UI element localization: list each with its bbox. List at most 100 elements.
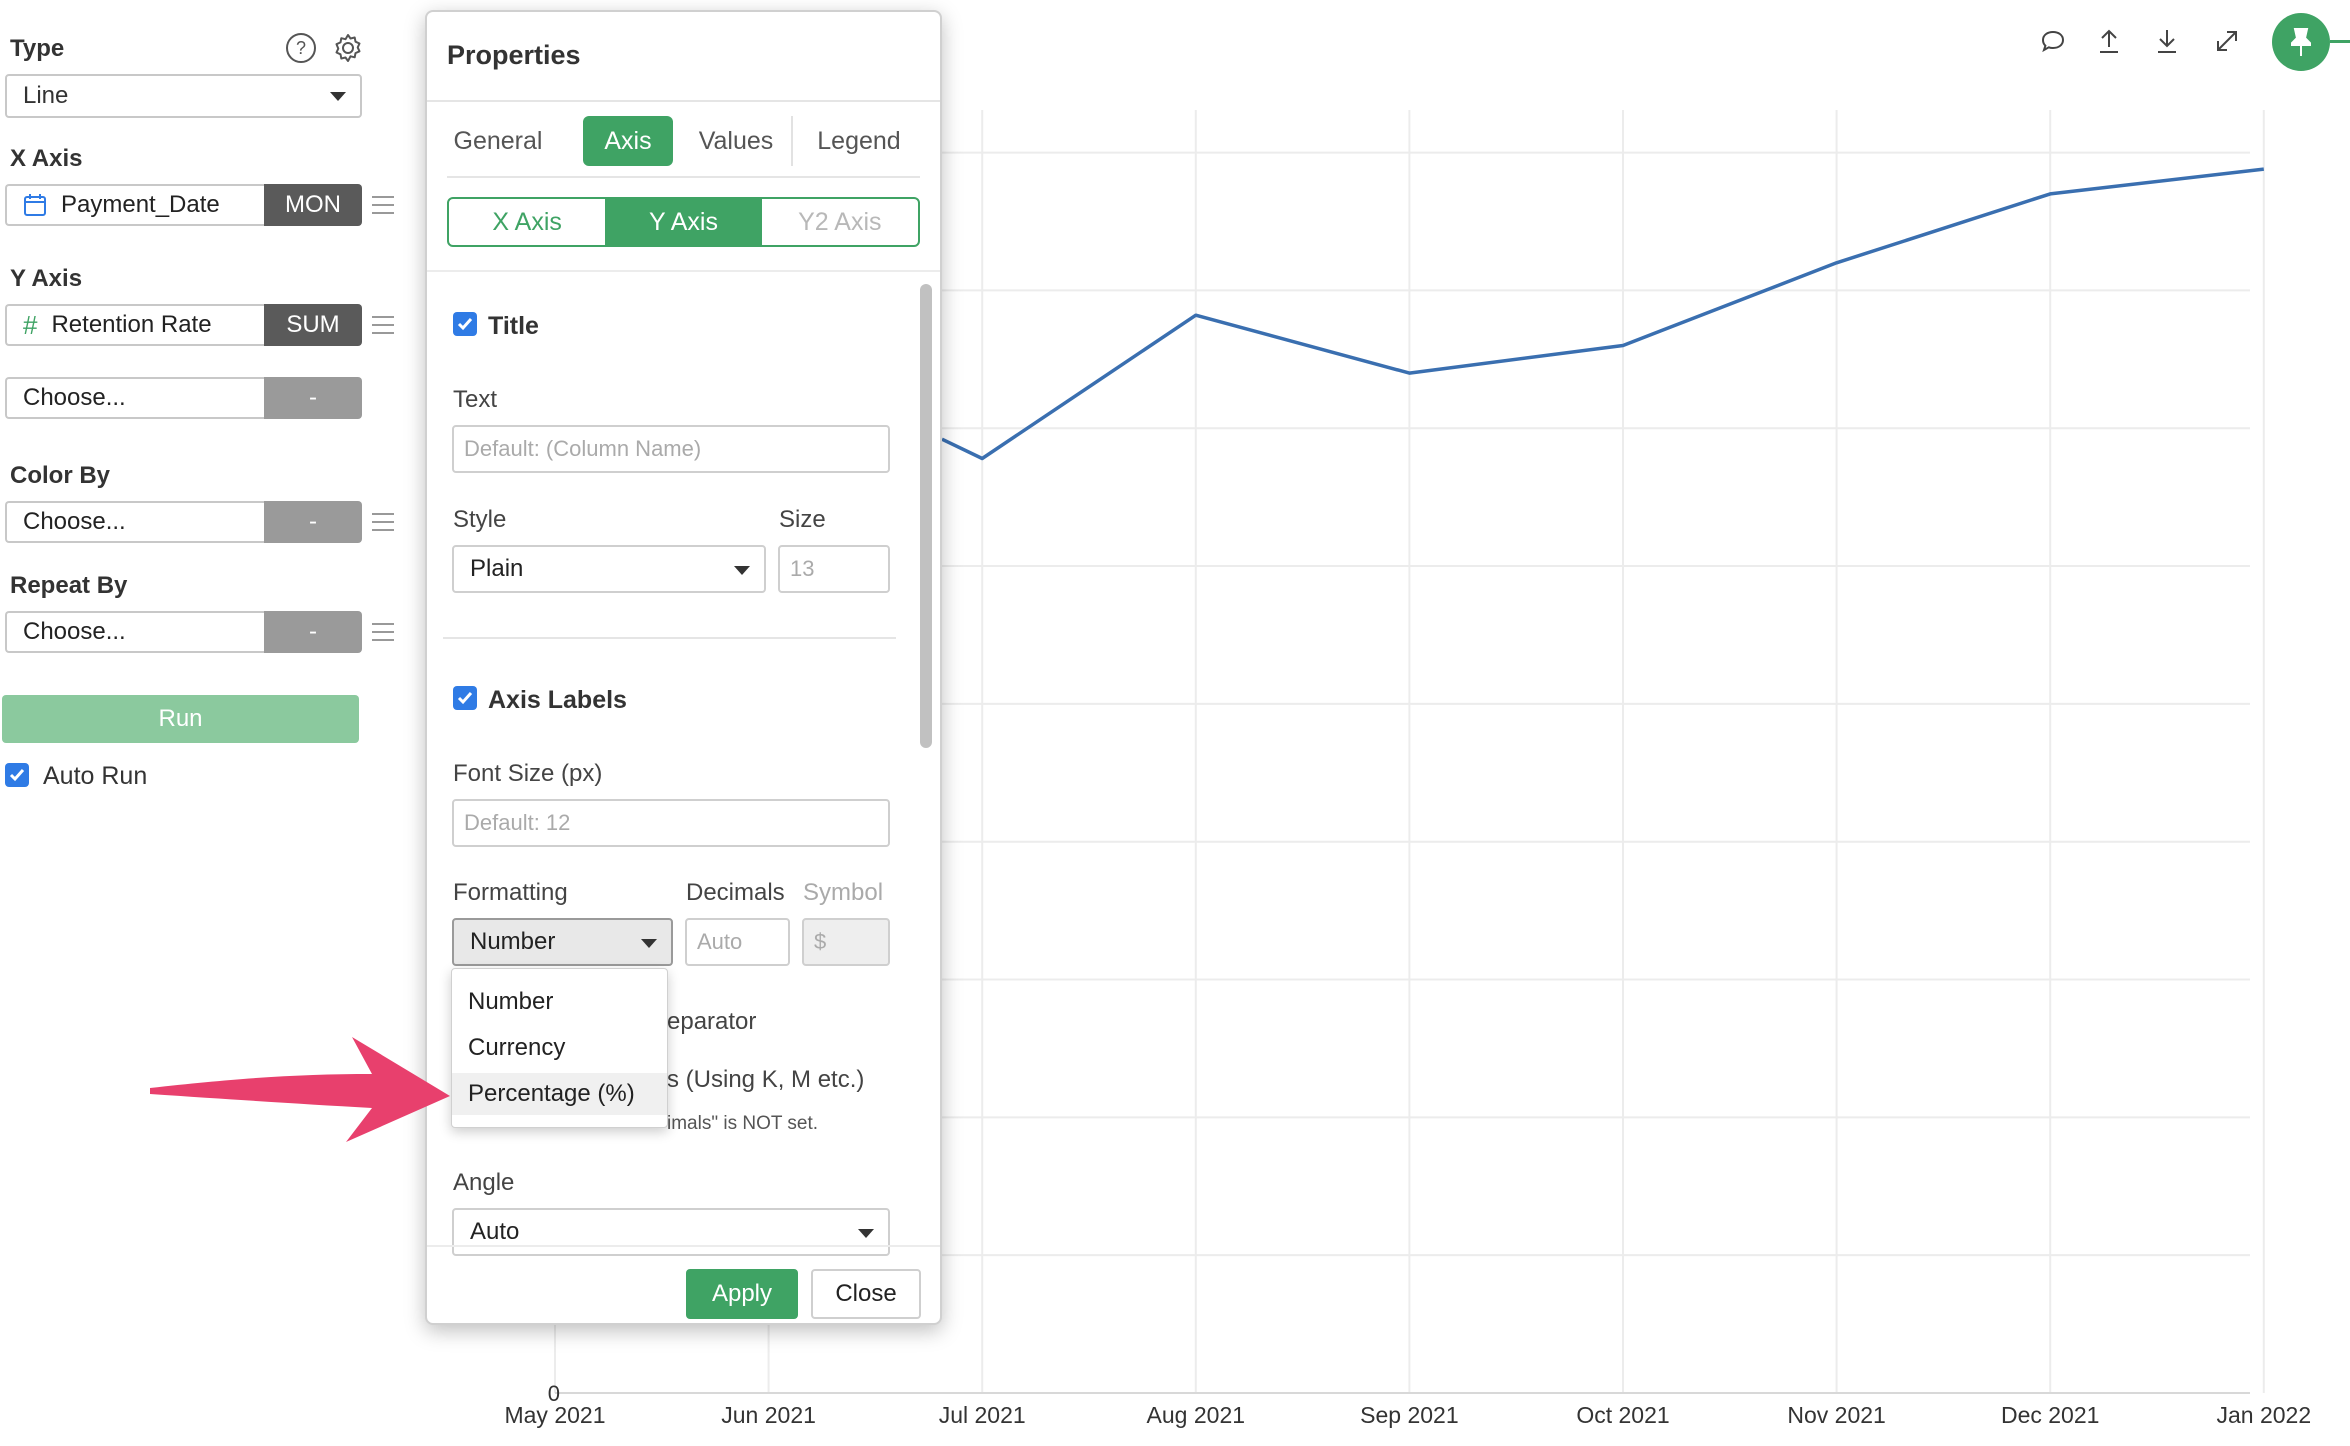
angle-label: Angle xyxy=(453,1169,515,1196)
title-section-label: Title xyxy=(488,312,539,340)
y-axis-label: Y Axis xyxy=(10,265,83,292)
chart-type-select[interactable]: Line xyxy=(5,74,362,118)
series-line xyxy=(941,167,2265,461)
chart-type-value: Line xyxy=(23,82,69,109)
chevron-down-icon xyxy=(330,92,346,101)
x-tick-label: Aug 2021 xyxy=(1147,1402,1245,1428)
chevron-down-icon xyxy=(641,939,657,948)
run-button[interactable]: Run xyxy=(2,695,359,743)
x-axis-label: X Axis xyxy=(10,145,83,172)
decimals-input[interactable]: Auto xyxy=(685,918,790,966)
auto-run-label: Auto Run xyxy=(43,762,148,790)
y-axis-extra-placeholder: Choose... xyxy=(23,384,126,411)
repeat-by-menu-icon[interactable] xyxy=(372,623,394,641)
font-size-input[interactable]: Default: 12 xyxy=(452,799,890,847)
close-button[interactable]: Close xyxy=(811,1269,921,1319)
style-select[interactable]: Plain xyxy=(452,545,766,593)
x-axis-field-name: Payment_Date xyxy=(61,191,220,218)
expand-icon[interactable] xyxy=(2210,24,2244,58)
size-input[interactable]: 13 xyxy=(778,545,890,593)
divider xyxy=(447,176,920,178)
formatting-dropdown: Number Currency Percentage (%) xyxy=(451,968,668,1128)
gear-icon[interactable] xyxy=(332,32,364,64)
axis-labels-checkbox[interactable] xyxy=(453,686,477,710)
apply-button[interactable]: Apply xyxy=(686,1269,798,1319)
dialog-footer: Apply Close xyxy=(427,1245,940,1323)
angle-select[interactable]: Auto xyxy=(452,1208,890,1256)
y-axis-tab[interactable]: Y Axis xyxy=(605,199,762,245)
comment-icon[interactable] xyxy=(2036,24,2070,58)
chevron-down-icon xyxy=(734,566,750,575)
download-icon[interactable] xyxy=(2150,24,2184,58)
auto-run-checkbox[interactable] xyxy=(5,763,29,787)
x-tick-label: Jan 2022 xyxy=(2216,1402,2311,1428)
size-label: Size xyxy=(779,506,826,533)
y-axis-menu-icon[interactable] xyxy=(372,316,394,334)
tab-legend[interactable]: Legend xyxy=(817,126,901,155)
type-label: Type xyxy=(10,35,65,62)
x-tick-label: Oct 2021 xyxy=(1576,1402,1669,1428)
x-axis-menu-icon[interactable] xyxy=(372,196,394,214)
style-value: Plain xyxy=(470,555,524,582)
check-icon xyxy=(457,692,473,705)
option-currency[interactable]: Currency xyxy=(468,1034,566,1061)
y-axis-field-row[interactable]: # Retention Rate SUM xyxy=(5,304,362,346)
x-tick-label: Nov 2021 xyxy=(1787,1402,1885,1428)
x-axis-aggregation-button[interactable]: MON xyxy=(264,184,362,226)
style-label: Style xyxy=(453,506,507,533)
x-tick-label: May 2021 xyxy=(504,1402,605,1428)
scrollbar-thumb[interactable] xyxy=(920,284,932,748)
title-text-label: Text xyxy=(453,386,498,413)
pin-connector xyxy=(2330,40,2350,43)
option-percentage[interactable]: Percentage (%) xyxy=(452,1073,667,1115)
formatting-select[interactable]: Number xyxy=(452,918,673,966)
tab-values[interactable]: Values xyxy=(698,126,774,155)
pin-button[interactable] xyxy=(2272,13,2330,71)
title-checkbox[interactable] xyxy=(453,312,477,336)
axis-labels-section-label: Axis Labels xyxy=(488,686,627,714)
y-axis-field-name: Retention Rate xyxy=(51,311,212,338)
y2-axis-tab[interactable]: Y2 Axis xyxy=(798,207,882,236)
divider xyxy=(791,116,793,166)
tab-axis[interactable]: Axis xyxy=(583,116,673,166)
dialog-scroll-body[interactable] xyxy=(427,270,940,1247)
angle-value: Auto xyxy=(470,1218,520,1245)
option-number[interactable]: Number xyxy=(468,988,554,1015)
abbreviation-label: s (Using K, M etc.) xyxy=(667,1066,865,1093)
calendar-icon xyxy=(23,193,47,217)
color-by-placeholder: Choose... xyxy=(23,508,126,535)
title-text-input[interactable]: Default: (Column Name) xyxy=(452,425,890,473)
check-icon xyxy=(9,769,25,782)
pin-icon xyxy=(2291,28,2311,56)
x-axis-tab[interactable]: X Axis xyxy=(492,207,562,236)
repeat-by-row[interactable]: Choose... - xyxy=(5,611,362,653)
x-axis-field-row[interactable]: Payment_Date MON xyxy=(5,184,362,226)
repeat-by-aggregation[interactable]: - xyxy=(264,611,362,653)
y-axis-extra-aggregation[interactable]: - xyxy=(264,377,362,419)
x-tick-label: Dec 2021 xyxy=(2001,1402,2099,1428)
thousands-separator-label: eparator xyxy=(667,1008,757,1035)
color-by-menu-icon[interactable] xyxy=(372,513,394,531)
chevron-down-icon xyxy=(858,1229,874,1238)
help-icon[interactable]: ? xyxy=(286,33,316,63)
decimals-note: imals" is NOT set. xyxy=(667,1113,819,1134)
x-tick-label: Sep 2021 xyxy=(1360,1402,1458,1428)
hash-icon: # xyxy=(23,309,38,340)
symbol-input[interactable]: $ xyxy=(802,918,890,966)
upload-icon[interactable] xyxy=(2092,24,2126,58)
dialog-title: Properties xyxy=(447,40,581,70)
color-by-aggregation[interactable]: - xyxy=(264,501,362,543)
decimals-label: Decimals xyxy=(686,879,785,906)
formatting-value: Number xyxy=(470,928,556,955)
font-size-label: Font Size (px) xyxy=(453,760,603,787)
color-by-row[interactable]: Choose... - xyxy=(5,501,362,543)
tab-general[interactable]: General xyxy=(453,126,543,155)
y-axis-extra-row[interactable]: Choose... - xyxy=(5,377,362,419)
symbol-label: Symbol xyxy=(803,879,884,906)
divider xyxy=(443,637,896,639)
repeat-by-label: Repeat By xyxy=(10,572,128,599)
color-by-label: Color By xyxy=(10,462,111,489)
y-axis-aggregation-button[interactable]: SUM xyxy=(264,304,362,346)
divider xyxy=(427,100,940,102)
